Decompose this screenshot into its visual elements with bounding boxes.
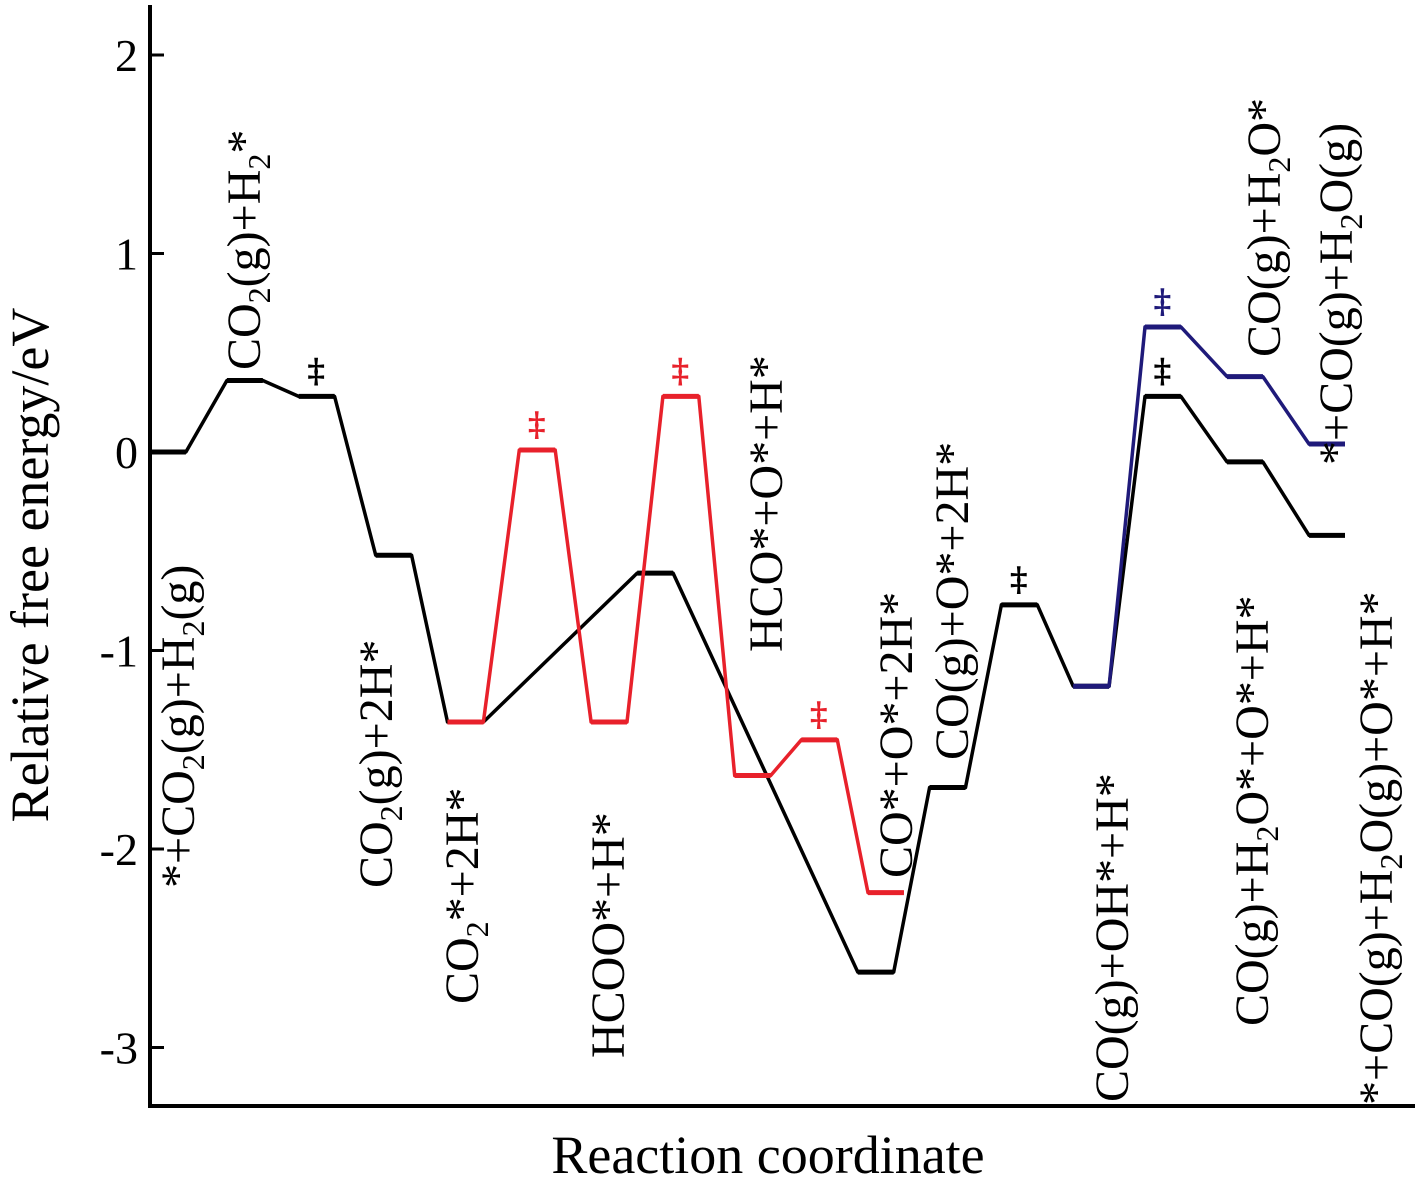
y-ticks: -3 -2 -1 0 1 2 — [100, 30, 164, 1074]
state-label-text: (g)+2H* — [350, 640, 403, 806]
state-label: *+CO(g)+H2O(g) — [1310, 123, 1369, 465]
state-label-subscript: 2 — [1373, 854, 1409, 870]
state-label-text: *+CO — [152, 770, 205, 888]
axes — [148, 5, 1415, 1108]
state-label: *+CO2(g)+H2(g) — [152, 565, 211, 888]
series-line-2 — [1073, 325, 1345, 688]
series-line-1 — [447, 394, 904, 895]
transition-state-dagger: ‡ — [307, 351, 325, 391]
state-label-text: *+CO(g)+H — [1310, 230, 1363, 465]
state-label: CO(g)+O*+2H* — [926, 442, 979, 760]
state-label-subscript: 2 — [175, 621, 211, 637]
y-tick-label: -2 — [100, 824, 138, 875]
x-axis-label: Reaction coordinate — [551, 1125, 984, 1181]
state-label-text: HCO*+O*+H* — [740, 355, 793, 652]
state-label: CO2(g)+H2* — [218, 130, 277, 370]
state-label-subscript: 2 — [1261, 157, 1297, 173]
transition-state-dagger: ‡ — [671, 351, 689, 391]
y-tick-label: 0 — [115, 427, 138, 478]
state-label-subscript: 2 — [241, 154, 277, 170]
series-layer — [150, 324, 1345, 975]
state-label-text: CO(g)+OH*+H* — [1086, 773, 1139, 1102]
state-label-text: *+CO(g)+H — [1350, 870, 1403, 1105]
state-label: CO(g)+H2O* — [1238, 98, 1297, 357]
state-label: CO*+O*+2H* — [870, 592, 923, 878]
state-label-subscript: 2 — [373, 805, 409, 821]
state-label: CO(g)+H2O*+O*+H* — [1226, 595, 1285, 1026]
transition-state-dagger: ‡ — [528, 405, 546, 445]
state-label-text: CO — [350, 821, 403, 888]
transition-state-dagger: ‡ — [1154, 282, 1172, 322]
y-tick-label: 1 — [115, 229, 138, 280]
state-label-text: CO — [436, 937, 489, 1004]
state-label-text: O*+O*+H* — [1226, 595, 1279, 825]
state-label-text: O(g) — [1310, 123, 1363, 214]
state-label-text: (g)+H — [218, 170, 271, 288]
state-label-subscript: 2 — [241, 287, 277, 303]
state-label-text: O* — [1238, 98, 1291, 157]
state-label: HCOO*+H* — [582, 812, 635, 1058]
state-label-text: HCOO*+H* — [582, 812, 635, 1058]
y-tick-label: -1 — [100, 626, 138, 677]
state-label-text: CO*+O*+2H* — [870, 592, 923, 878]
y-tick-label: 2 — [115, 30, 138, 81]
state-label-subscript: 2 — [175, 754, 211, 770]
state-label-text: O(g)+O*+H* — [1350, 591, 1403, 853]
state-label-text: (g) — [152, 565, 205, 621]
transition-state-markers: ‡ ‡ ‡ ‡ ‡ ‡ ‡ — [307, 282, 1171, 735]
transition-state-dagger: ‡ — [810, 695, 828, 735]
state-label: CO2(g)+2H* — [350, 640, 409, 888]
state-label-subscript: 2 — [1333, 214, 1369, 230]
state-label: *+CO(g)+H2O(g)+O*+H* — [1350, 591, 1409, 1105]
state-labels: *+CO2(g)+H2(g)CO2(g)+H2*CO2(g)+2H*CO2*+2… — [152, 98, 1409, 1105]
y-axis-label: Relative free energy/eV — [0, 308, 60, 823]
state-label-text: CO(g)+O*+2H* — [926, 442, 979, 760]
state-label: CO(g)+OH*+H* — [1086, 773, 1139, 1102]
state-label-text: * — [218, 130, 271, 154]
state-label-text: CO(g)+H — [1238, 173, 1291, 357]
state-label-text: CO(g)+H — [1226, 842, 1279, 1026]
y-tick-label: -3 — [100, 1023, 138, 1074]
transition-state-dagger: ‡ — [1154, 351, 1172, 391]
state-label-text: CO — [218, 303, 271, 370]
state-label-text: *+2H* — [436, 788, 489, 922]
state-label-text: (g)+H — [152, 637, 205, 755]
state-label-subscript: 2 — [1249, 826, 1285, 842]
state-label: HCO*+O*+H* — [740, 355, 793, 652]
transition-state-dagger: ‡ — [1010, 560, 1028, 600]
state-label: CO2*+2H* — [436, 788, 495, 1004]
state-label-subscript: 2 — [459, 921, 495, 937]
